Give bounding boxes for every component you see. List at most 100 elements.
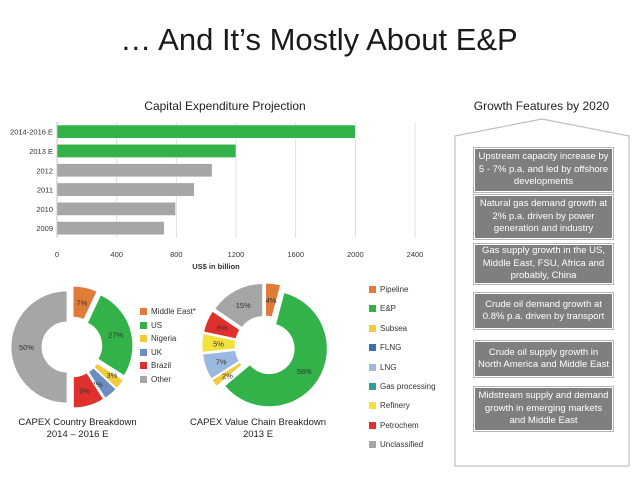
value-chain-slice-subsea xyxy=(211,361,243,387)
value-chain-slice-e-p xyxy=(224,292,328,408)
country-legend-label: Nigeria xyxy=(151,334,177,344)
x-tick-label: 800 xyxy=(170,250,183,259)
value-chain-legend-swatch xyxy=(369,344,376,352)
value-chain-legend-item: FLNG xyxy=(369,343,401,352)
growth-item-5: Crude oil supply growth in North America… xyxy=(474,341,613,377)
country-legend-swatch xyxy=(140,335,147,343)
country-slice-us xyxy=(86,294,134,377)
growth-title: Growth Features by 2020 xyxy=(473,99,610,113)
value-chain-legend-item: Subsea xyxy=(369,324,407,333)
x-tick-label: 0 xyxy=(55,250,59,259)
slide-title: … And It’s Mostly About E&P xyxy=(120,22,518,57)
x-tick-label: 2000 xyxy=(347,250,364,259)
country-caption-line-2: 2014 – 2016 E xyxy=(46,429,109,440)
growth-item-6: Midstream supply and demand growth in em… xyxy=(474,387,613,431)
country-legend-item: Other xyxy=(140,375,171,384)
bar-2013-e xyxy=(56,144,237,158)
value-chain-data-label: 4% xyxy=(266,296,277,305)
x-tick-label: 1200 xyxy=(228,250,245,259)
value-chain-legend-swatch xyxy=(369,305,376,313)
country-data-label: 7% xyxy=(77,299,88,308)
country-legend-item: Nigeria xyxy=(140,334,176,343)
bar-chart-title: Capital Expenditure Projection xyxy=(144,99,306,113)
x-tick-label: 2400 xyxy=(407,250,424,259)
y-tick-label: 2014-2016 E xyxy=(10,128,53,137)
value-chain-slice-pipeline xyxy=(265,282,281,318)
country-legend-label: Other xyxy=(151,375,172,384)
x-tick-label: 400 xyxy=(110,250,123,259)
value-chain-legend-item: Unclassified xyxy=(369,440,423,449)
value-chain-legend-label: Refinery xyxy=(380,401,410,411)
y-tick-label: 2012 xyxy=(36,166,53,175)
value-chain-data-label: 7% xyxy=(216,358,227,367)
country-legend-swatch xyxy=(140,376,147,383)
country-legend-swatch xyxy=(140,321,147,329)
growth-item-4: Crude oil demand growth at 0.8% p.a. dri… xyxy=(474,293,613,329)
y-tick-label: 2010 xyxy=(36,205,53,214)
value-chain-donut-chart: 4% 58% 2% 7% 5% 6% 15% xyxy=(201,282,328,408)
value-chain-legend-label: Gas processing xyxy=(380,382,436,391)
country-caption: CAPEX Country Breakdown 2014 – 2016 E xyxy=(5,417,150,441)
growth-item-1: Upstream capacity increase by 5 - 7% p.a… xyxy=(474,148,613,192)
value-chain-legend-item: Gas processing xyxy=(369,382,436,391)
country-data-label: 4% xyxy=(92,380,103,389)
value-chain-data-label: 15% xyxy=(236,301,251,310)
capex-bar-chart: 0 400 800 1200 1600 2000 2400 2014-2016 E 2013 E… xyxy=(10,122,424,271)
growth-item-3: Gas supply growth in the US, Middle East… xyxy=(474,244,613,284)
country-slice-uk xyxy=(88,367,117,399)
country-donut-chart: 7% 27% 3% 4%9% 50% xyxy=(10,285,134,409)
country-slice-middle-east- xyxy=(72,285,98,321)
country-legend-item: UK xyxy=(140,348,162,357)
country-data-label: 9% xyxy=(79,387,90,396)
value-chain-legend-swatch xyxy=(369,286,376,293)
country-caption-line-1: CAPEX Country Breakdown xyxy=(18,417,137,428)
value-chain-legend-label: E&P xyxy=(380,304,397,314)
country-legend-label: US xyxy=(151,320,163,330)
y-tick-label: 2009 xyxy=(36,224,53,233)
value-chain-legend-item: Pipeline xyxy=(369,285,408,294)
value-chain-data-label: 2% xyxy=(222,371,233,380)
value-chain-legend-swatch xyxy=(369,441,376,449)
value-chain-legend-label: Subsea xyxy=(380,323,408,333)
value-chain-legend-item: Petrochem xyxy=(369,421,419,430)
country-legend-label: Middle East* xyxy=(151,307,196,316)
country-legend-item: Brazil xyxy=(140,361,171,370)
x-tick-label: 1600 xyxy=(287,250,304,259)
value-chain-legend-swatch xyxy=(369,383,376,390)
value-chain-legend-item: Refinery xyxy=(369,401,410,410)
bar-2012 xyxy=(56,163,213,178)
bar-2009 xyxy=(56,221,165,236)
value-chain-legend-label: Unclassified xyxy=(380,440,424,450)
country-legend-item: Middle East* xyxy=(140,307,196,316)
value-chain-slice-refinery xyxy=(201,333,237,353)
bar-2014-2016-e xyxy=(56,124,356,139)
country-data-label: 3% xyxy=(107,371,118,380)
country-slice-nigeria xyxy=(93,362,124,389)
country-slice-brazil xyxy=(72,372,104,409)
value-chain-data-label: 58% xyxy=(297,367,312,376)
country-legend-swatch xyxy=(140,348,147,356)
value-chain-legend-swatch xyxy=(369,402,376,410)
growth-item-2: Natural gas demand growth at 2% p.a. dri… xyxy=(474,195,613,239)
value-chain-legend-label: FLNG xyxy=(380,343,402,353)
value-chain-legend-label: LNG xyxy=(380,362,397,372)
bar-2010 xyxy=(56,201,176,216)
value-chain-legend-swatch xyxy=(369,363,376,371)
bar-2011 xyxy=(56,182,195,197)
value-chain-slice-lng xyxy=(202,350,240,380)
value-chain-legend-swatch xyxy=(369,324,376,332)
value-chain-data-label: 5% xyxy=(213,340,224,349)
country-legend-swatch xyxy=(140,308,147,315)
y-tick-label: 2011 xyxy=(37,186,53,195)
x-axis-label: US$ in billion xyxy=(192,262,240,271)
value-chain-caption: CAPEX Value Chain Breakdown 2013 E xyxy=(183,417,333,441)
y-tick-label: 2013 E xyxy=(29,147,53,156)
value-chain-slice-unclassified xyxy=(214,283,264,329)
value-chain-caption-line-1: CAPEX Value Chain Breakdown xyxy=(189,417,327,428)
value-chain-legend-item: E&P xyxy=(369,304,396,313)
country-data-label: 50% xyxy=(19,343,34,352)
country-legend-swatch xyxy=(140,362,147,370)
country-legend-label: Brazil xyxy=(151,361,172,371)
value-chain-data-label: 6% xyxy=(217,324,228,333)
value-chain-legend-label: Petrochem xyxy=(380,420,419,430)
